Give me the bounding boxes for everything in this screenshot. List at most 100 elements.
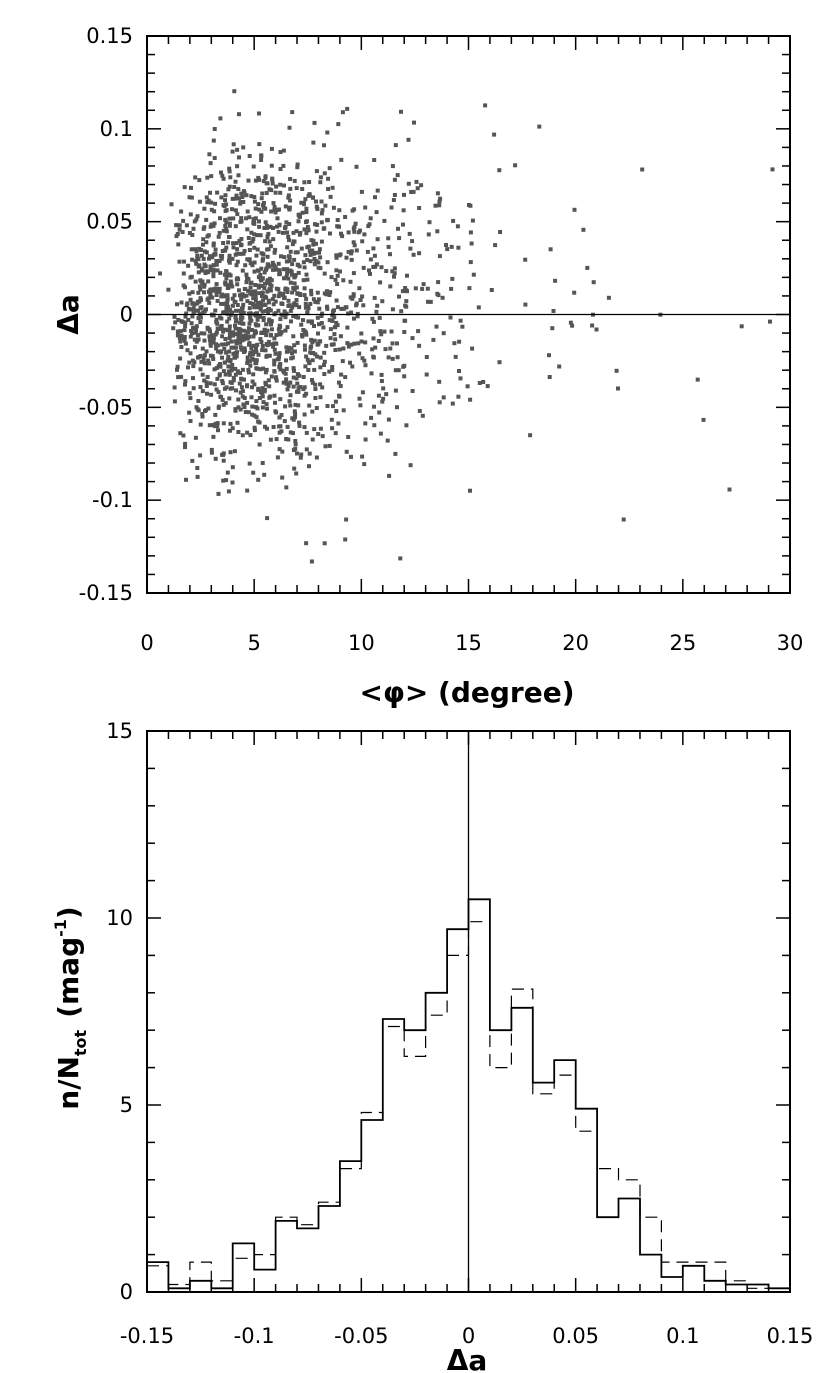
scatter-point	[246, 236, 251, 240]
scatter-point	[410, 239, 415, 244]
scatter-point	[395, 341, 399, 346]
scatter-point	[346, 435, 351, 439]
scatter-point	[336, 421, 341, 426]
scatter-point	[327, 369, 332, 374]
scatter-point	[189, 328, 194, 333]
scatter-point	[259, 266, 264, 271]
scatter-point	[252, 305, 257, 310]
scatter-point	[239, 292, 244, 297]
histogram-x-axis-label: Δa	[447, 1344, 488, 1373]
scatter-point	[268, 437, 273, 442]
scatter-point	[301, 375, 306, 379]
scatter-point	[288, 177, 293, 181]
scatter-point	[284, 377, 289, 382]
scatter-point	[372, 295, 377, 300]
scatter-point	[190, 290, 195, 295]
scatter-point	[330, 318, 335, 323]
scatter-point	[314, 229, 319, 234]
scatter-point	[187, 410, 192, 415]
scatter-point	[332, 325, 337, 330]
scatter-point	[434, 324, 439, 329]
scatter-point	[308, 302, 313, 306]
scatter-point	[204, 250, 209, 255]
scatter-point	[252, 413, 257, 418]
scatter-point	[210, 340, 215, 345]
scatter-point	[297, 305, 302, 310]
scatter-point	[280, 230, 285, 235]
scatter-point	[305, 310, 310, 315]
scatter-point	[412, 120, 416, 125]
scatter-point	[267, 353, 272, 358]
scatter-point	[572, 290, 577, 295]
scatter-point	[216, 390, 221, 394]
scatter-point	[270, 181, 275, 186]
scatter-point	[292, 368, 296, 373]
scatter-point	[292, 287, 297, 292]
scatter-point	[277, 415, 282, 420]
scatter-point	[196, 270, 201, 275]
scatter-point	[363, 363, 368, 368]
scatter-point	[176, 317, 181, 322]
scatter-x-tick-label: 10	[348, 631, 375, 655]
scatter-point	[193, 308, 198, 313]
scatter-point	[207, 327, 212, 332]
scatter-point	[240, 433, 245, 438]
scatter-point	[285, 424, 290, 429]
scatter-point	[318, 266, 323, 271]
scatter-point	[349, 249, 354, 254]
scatter-point	[290, 110, 295, 115]
scatter-point	[327, 166, 332, 171]
scatter-point	[211, 434, 216, 439]
scatter-point	[404, 423, 409, 428]
scatter-point	[424, 355, 429, 359]
scatter-point	[272, 393, 277, 398]
scatter-point	[289, 346, 294, 351]
scatter-y-tick-label: 0.05	[86, 210, 133, 234]
scatter-point	[224, 245, 229, 250]
scatter-point	[275, 207, 280, 212]
scatter-point	[287, 222, 292, 226]
scatter-point	[178, 339, 183, 344]
scatter-point	[361, 303, 366, 308]
scatter-point	[235, 303, 240, 307]
scatter-point	[365, 249, 370, 254]
scatter-point	[188, 419, 193, 423]
scatter-point	[233, 326, 238, 331]
scatter-point	[243, 263, 248, 268]
scatter-point	[251, 352, 256, 357]
scatter-y-tick-label: 0	[120, 303, 133, 327]
scatter-point	[288, 186, 293, 191]
scatter-point	[307, 464, 311, 469]
scatter-point	[396, 226, 400, 231]
scatter-point	[315, 222, 320, 227]
scatter-point	[333, 431, 338, 436]
scatter-point	[290, 355, 295, 360]
scatter-point	[320, 434, 325, 439]
scatter-point	[261, 316, 266, 320]
scatter-point	[513, 163, 518, 168]
scatter-point	[223, 208, 228, 213]
scatter-point	[295, 165, 300, 170]
scatter-point	[426, 299, 430, 304]
scatter-point	[268, 224, 273, 229]
scatter-point	[212, 268, 217, 273]
scatter-point	[258, 273, 263, 277]
scatter-point	[318, 339, 323, 344]
scatter-point	[357, 396, 362, 401]
scatter-point	[218, 253, 223, 258]
scatter-point	[304, 210, 309, 215]
scatter-point	[292, 178, 297, 183]
scatter-point	[402, 192, 406, 197]
scatter-point	[234, 341, 239, 346]
scatter-point	[371, 319, 376, 324]
scatter-point	[337, 253, 342, 258]
scatter-point	[417, 409, 422, 413]
scatter-point	[448, 315, 453, 320]
scatter-point	[304, 272, 309, 277]
scatter-point	[274, 333, 279, 338]
scatter-point	[335, 323, 340, 328]
scatter-point	[452, 341, 457, 346]
scatter-point	[346, 344, 351, 349]
scatter-point	[255, 311, 259, 316]
scatter-point	[238, 407, 243, 412]
